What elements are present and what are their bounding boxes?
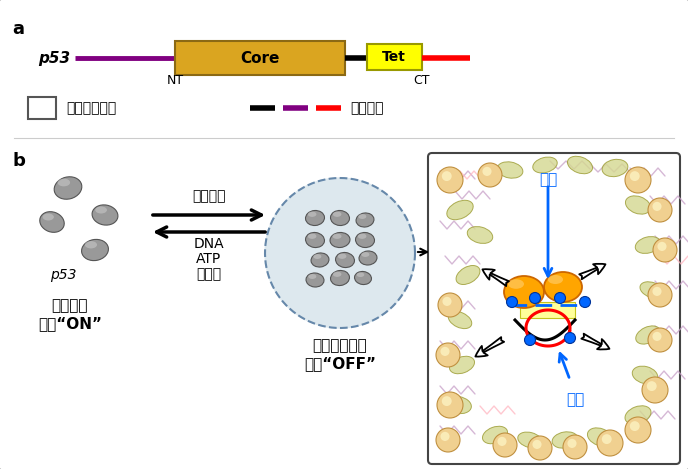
Ellipse shape — [497, 162, 523, 178]
Circle shape — [555, 293, 566, 303]
Ellipse shape — [356, 233, 374, 248]
Ellipse shape — [635, 236, 660, 253]
Text: 功能“ON”: 功能“ON” — [38, 316, 102, 331]
Ellipse shape — [85, 241, 97, 249]
Circle shape — [630, 421, 640, 431]
Text: 磷酸化: 磷酸化 — [197, 267, 222, 281]
Ellipse shape — [467, 227, 493, 243]
Ellipse shape — [533, 157, 557, 173]
Circle shape — [482, 167, 491, 176]
Ellipse shape — [588, 428, 612, 446]
Ellipse shape — [504, 276, 544, 308]
Circle shape — [652, 332, 662, 341]
Text: p53: p53 — [50, 268, 76, 282]
Circle shape — [436, 343, 460, 367]
Ellipse shape — [548, 275, 563, 284]
Circle shape — [648, 198, 672, 222]
Circle shape — [437, 392, 463, 418]
Text: p53: p53 — [38, 51, 70, 66]
Text: Core: Core — [240, 51, 280, 66]
Circle shape — [265, 178, 415, 328]
Ellipse shape — [308, 234, 316, 239]
FancyBboxPatch shape — [428, 153, 680, 464]
Circle shape — [437, 167, 463, 193]
Text: Tet: Tet — [382, 50, 406, 64]
Circle shape — [625, 417, 651, 443]
Text: NT: NT — [166, 74, 184, 87]
Circle shape — [642, 377, 668, 403]
Ellipse shape — [356, 213, 374, 227]
Ellipse shape — [332, 234, 341, 239]
Text: 功能“OFF”: 功能“OFF” — [304, 356, 376, 371]
Circle shape — [442, 297, 451, 306]
Circle shape — [524, 334, 535, 346]
Circle shape — [440, 432, 449, 441]
Ellipse shape — [95, 206, 107, 213]
Ellipse shape — [625, 196, 651, 214]
Ellipse shape — [336, 252, 354, 267]
Ellipse shape — [449, 311, 472, 329]
Circle shape — [478, 163, 502, 187]
Ellipse shape — [544, 272, 582, 302]
Circle shape — [602, 434, 612, 444]
Circle shape — [597, 430, 623, 456]
Ellipse shape — [82, 239, 109, 261]
Bar — [520, 302, 575, 318]
Text: 天然无序: 天然无序 — [350, 101, 383, 115]
Ellipse shape — [330, 211, 350, 226]
Ellipse shape — [632, 366, 658, 384]
Circle shape — [579, 296, 590, 308]
Circle shape — [506, 296, 517, 308]
Ellipse shape — [338, 254, 347, 259]
Ellipse shape — [58, 179, 70, 186]
Circle shape — [648, 283, 672, 307]
Ellipse shape — [625, 406, 651, 424]
Ellipse shape — [361, 252, 369, 257]
Ellipse shape — [447, 200, 473, 219]
Circle shape — [653, 238, 677, 262]
Circle shape — [652, 202, 662, 211]
Bar — [175, 41, 345, 75]
Circle shape — [568, 439, 577, 448]
Circle shape — [658, 242, 667, 251]
Ellipse shape — [552, 432, 578, 448]
Ellipse shape — [508, 279, 524, 289]
Ellipse shape — [92, 205, 118, 225]
Circle shape — [648, 328, 672, 352]
Circle shape — [625, 167, 651, 193]
Text: DNA: DNA — [194, 237, 224, 251]
Ellipse shape — [356, 272, 364, 277]
Ellipse shape — [40, 212, 64, 232]
Text: a: a — [12, 20, 24, 38]
Text: 分子混杂: 分子混杂 — [192, 189, 226, 203]
Ellipse shape — [54, 177, 82, 199]
Text: CT: CT — [413, 74, 430, 87]
Ellipse shape — [308, 212, 316, 217]
Circle shape — [647, 381, 656, 391]
Ellipse shape — [333, 212, 341, 217]
Circle shape — [440, 347, 449, 356]
Ellipse shape — [456, 265, 480, 285]
Ellipse shape — [43, 213, 54, 220]
Text: 液滴状缔合物: 液滴状缔合物 — [312, 338, 367, 353]
Bar — [367, 44, 422, 70]
Circle shape — [528, 436, 552, 460]
Circle shape — [493, 433, 517, 457]
Circle shape — [563, 435, 587, 459]
Text: b: b — [12, 152, 25, 170]
Ellipse shape — [359, 251, 377, 265]
Bar — [28, 97, 56, 119]
Ellipse shape — [482, 426, 508, 444]
Ellipse shape — [602, 159, 628, 177]
Ellipse shape — [333, 272, 341, 277]
Text: 扩大: 扩大 — [539, 172, 557, 187]
Ellipse shape — [308, 274, 316, 279]
Ellipse shape — [354, 272, 372, 285]
Ellipse shape — [358, 234, 367, 239]
Circle shape — [497, 437, 506, 446]
Ellipse shape — [636, 326, 660, 344]
Circle shape — [630, 171, 640, 181]
Circle shape — [442, 171, 452, 181]
Ellipse shape — [518, 432, 542, 448]
